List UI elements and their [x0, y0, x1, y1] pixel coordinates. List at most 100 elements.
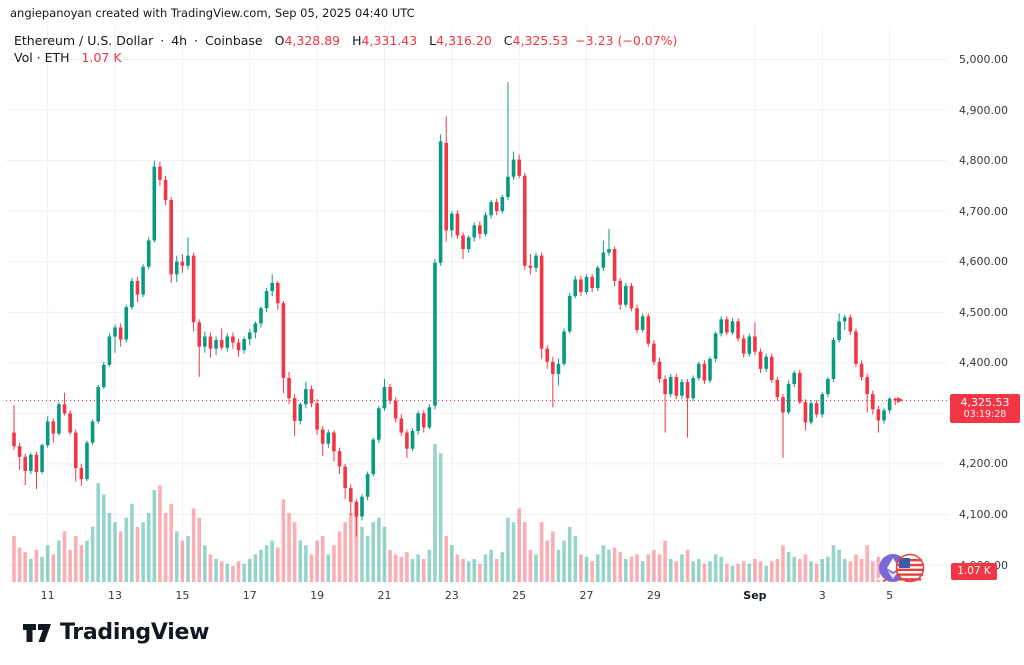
candlestick-chart[interactable]: [0, 0, 1024, 612]
tradingview-logo-text: TradingView: [60, 620, 210, 645]
candle-body: [174, 261, 179, 275]
candle-body: [545, 348, 550, 362]
volume-bar: [17, 547, 22, 582]
candle-body: [769, 356, 774, 380]
volume-bar: [410, 559, 415, 582]
candle-body: [652, 343, 656, 362]
tradingview-logo[interactable]: TradingView: [22, 620, 209, 645]
price-scale-label: 4,100.00: [959, 507, 1008, 521]
candle-body: [130, 280, 134, 308]
volume-bar: [320, 536, 325, 582]
candle-body: [590, 276, 594, 288]
volume-bar: [214, 559, 218, 582]
price-scale-label: 4,200.00: [959, 457, 1008, 471]
candle-body: [124, 307, 129, 340]
candle-body: [40, 445, 44, 472]
candle-body: [208, 336, 213, 349]
volume-bar: [522, 522, 527, 582]
volume-bar: [191, 508, 196, 582]
separator-dot: ·: [194, 33, 199, 48]
volume-bar: [45, 545, 50, 582]
candle-body: [371, 439, 376, 475]
volume-bar: [332, 545, 336, 582]
candle-body: [259, 308, 263, 324]
volume-bar: [758, 561, 763, 582]
candle-body: [298, 404, 303, 421]
candle-body: [882, 410, 886, 421]
candle-body: [466, 237, 471, 250]
candle-body: [444, 142, 449, 231]
candle-body: [382, 387, 387, 409]
bar-countdown-timer: 03:19:28: [963, 408, 1007, 420]
volume-bar: [781, 545, 785, 582]
candle-body: [433, 262, 437, 406]
volume-bar: [511, 522, 516, 582]
volume-bar: [259, 549, 263, 582]
volume-bar: [57, 540, 61, 582]
volume-bar: [427, 549, 432, 582]
candle-body: [539, 255, 544, 349]
volume-bar: [736, 563, 740, 582]
volume-bar: [365, 536, 370, 582]
candle-body: [141, 266, 145, 295]
candle-body: [612, 249, 617, 281]
volume-bar: [870, 561, 875, 582]
candle-body: [416, 413, 420, 432]
candle-body: [23, 456, 28, 471]
candle-body: [663, 378, 667, 395]
volume-bar: [438, 453, 443, 582]
candle-body: [309, 389, 314, 404]
volume-bar: [461, 559, 465, 582]
candle-body: [85, 442, 89, 480]
high-value: 4,331.43: [361, 33, 418, 48]
volume-bar: [848, 561, 853, 582]
volume-bar: [450, 545, 454, 582]
open-value: 4,328.89: [284, 33, 341, 48]
volume-bar: [40, 556, 44, 582]
candle-body: [758, 351, 763, 369]
candle-body: [478, 225, 482, 234]
candle-body: [461, 235, 465, 250]
volume-bar: [702, 563, 707, 582]
candle-body: [753, 336, 757, 352]
candle-body: [281, 303, 286, 378]
volume-bar: [494, 559, 499, 582]
candle-body: [494, 202, 499, 212]
candle-body: [438, 141, 443, 263]
candle-body: [848, 317, 853, 332]
volume-bar: [798, 559, 802, 582]
candle-body: [231, 336, 235, 343]
candle-body: [792, 372, 797, 385]
candle-body: [674, 376, 679, 396]
volume-bar: [803, 554, 808, 582]
candle-body: [276, 282, 280, 304]
candle-body: [326, 432, 331, 444]
candle-body: [365, 474, 370, 497]
volume-bar: [556, 549, 561, 582]
price-scale-label: 4,400.00: [959, 356, 1008, 370]
volume-bar: [842, 559, 847, 582]
candle-body: [377, 408, 381, 440]
volume-value: 1.07 K: [81, 50, 122, 65]
candle-body: [169, 200, 173, 275]
volume-bar: [348, 513, 353, 582]
time-scale-label: 21: [377, 589, 392, 602]
candle-body: [826, 378, 830, 395]
candle-body: [713, 333, 718, 359]
candle-body: [798, 372, 802, 403]
candle-body: [725, 319, 729, 333]
candle-body: [595, 267, 600, 288]
candle-body: [219, 340, 224, 348]
volume-bar: [629, 556, 634, 582]
price-scale-label: 4,600.00: [959, 255, 1008, 269]
volume-bar: [203, 545, 207, 582]
candle-body: [343, 466, 347, 489]
time-scale-label: 3: [818, 589, 826, 602]
candle-body: [348, 488, 353, 502]
candle-body: [203, 336, 207, 347]
candle-body: [107, 336, 112, 365]
volume-bar: [399, 556, 404, 582]
volume-bar: [725, 563, 729, 582]
volume-bar: [247, 559, 252, 582]
candle-body: [34, 454, 39, 472]
